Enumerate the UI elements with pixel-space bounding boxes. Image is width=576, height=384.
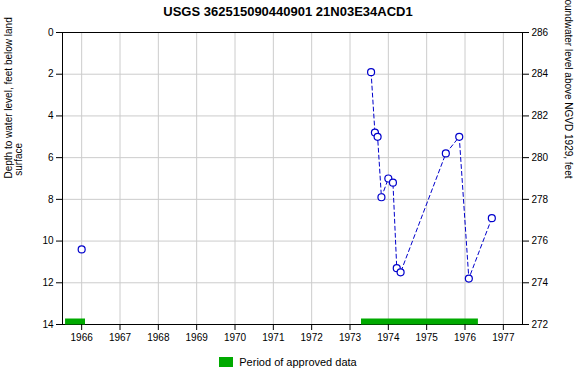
svg-text:14: 14	[42, 319, 54, 330]
svg-text:274: 274	[532, 277, 549, 288]
svg-text:1966: 1966	[71, 332, 94, 343]
svg-text:1977: 1977	[492, 332, 515, 343]
html-text:Period of approved data: Period of approved data	[239, 356, 357, 368]
svg-text:276: 276	[532, 235, 549, 246]
svg-text:1973: 1973	[339, 332, 362, 343]
svg-text:286: 286	[532, 27, 549, 38]
svg-text:Depth to water level, feet bel: Depth to water level, feet below land su…	[3, 17, 24, 178]
svg-text:2: 2	[48, 68, 54, 79]
svg-text:1972: 1972	[301, 332, 324, 343]
svg-text:280: 280	[532, 152, 549, 163]
svg-text:Groundwater level above NGVD 1: Groundwater level above NGVD 1929, feet	[563, 0, 574, 179]
svg-text:10: 10	[42, 235, 54, 246]
svg-text:12: 12	[42, 277, 54, 288]
svg-text:1976: 1976	[454, 332, 477, 343]
html-text:USGS 362515090440901 21N03E34A: USGS 362515090440901 21N03E34ACD1	[163, 4, 413, 19]
svg-text:282: 282	[532, 110, 549, 121]
svg-text:1974: 1974	[377, 332, 400, 343]
svg-text:1970: 1970	[224, 332, 247, 343]
svg-text:8: 8	[48, 194, 54, 205]
svg-text:1969: 1969	[186, 332, 209, 343]
svg-text:284: 284	[532, 68, 549, 79]
svg-text:4: 4	[48, 110, 54, 121]
svg-text:6: 6	[48, 152, 54, 163]
svg-text:1968: 1968	[147, 332, 170, 343]
svg-text:272: 272	[532, 319, 549, 330]
svg-text:278: 278	[532, 194, 549, 205]
svg-text:1967: 1967	[109, 332, 132, 343]
svg-text:0: 0	[48, 27, 54, 38]
svg-text:1975: 1975	[416, 332, 439, 343]
svg-text:1971: 1971	[262, 332, 285, 343]
